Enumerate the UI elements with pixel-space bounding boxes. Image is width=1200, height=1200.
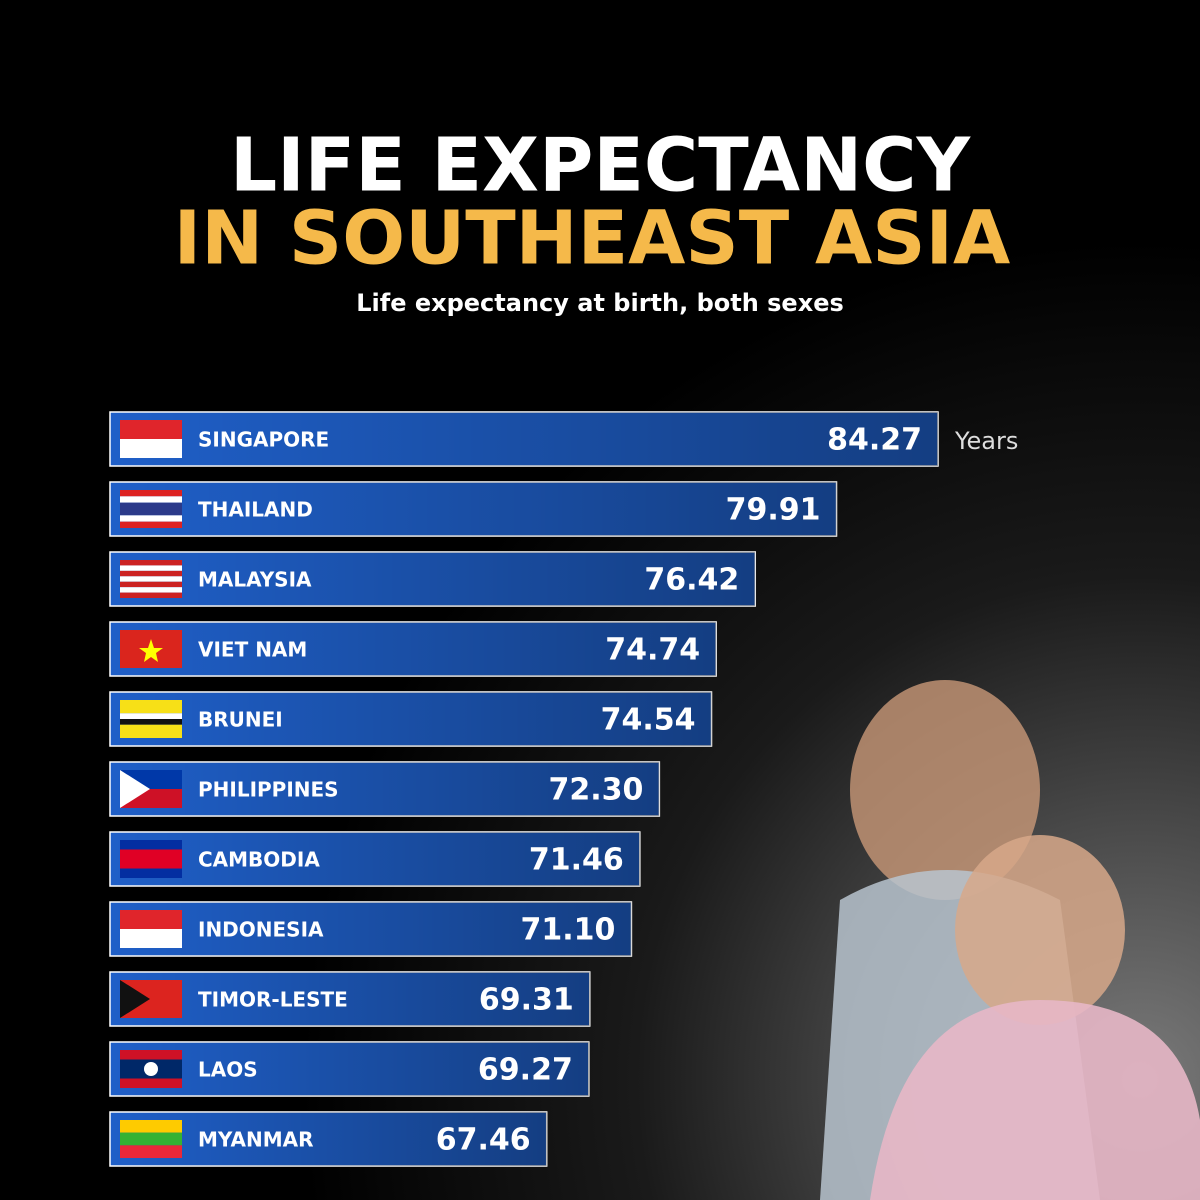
value-label: 79.91	[726, 493, 821, 528]
bar-shade	[110, 482, 837, 536]
category-label: PHILIPPINES	[198, 778, 339, 802]
flag-stripe	[120, 719, 182, 725]
unit-label: Years	[954, 427, 1018, 455]
value-label: 74.74	[605, 633, 700, 668]
category-label: TIMOR-LESTE	[198, 988, 348, 1012]
flag-stripe	[120, 1132, 182, 1146]
category-label: MYANMAR	[198, 1128, 313, 1152]
flag-stripe	[120, 490, 182, 497]
category-label: INDONESIA	[198, 918, 324, 942]
flag-circle	[144, 1062, 158, 1076]
flag-stripe	[120, 420, 182, 439]
category-label: LAOS	[198, 1058, 258, 1082]
flag-stripe	[120, 700, 182, 714]
flag-stripe	[120, 521, 182, 528]
flag-stripe	[120, 1050, 182, 1060]
flag-stripe	[120, 929, 182, 948]
bar-shade	[110, 832, 640, 886]
photo-placeholder	[820, 680, 1200, 1200]
category-label: CAMBODIA	[198, 848, 320, 872]
value-label: 69.31	[479, 983, 574, 1018]
value-label: 74.54	[601, 703, 696, 738]
bar-shade	[110, 412, 938, 466]
flag-stripe	[120, 496, 182, 503]
bar-shade	[110, 692, 712, 746]
flag-stripe	[120, 560, 182, 566]
bar-shade	[110, 622, 717, 676]
bar-shade	[110, 1112, 547, 1166]
flag-stripe	[120, 515, 182, 522]
value-label: 76.42	[644, 563, 739, 598]
title-line: LIFE EXPECTANCY	[230, 123, 971, 209]
value-label: 72.30	[548, 773, 643, 808]
flag-stripe	[120, 840, 182, 850]
flag-stripe	[120, 1078, 182, 1088]
category-label: THAILAND	[198, 498, 313, 522]
category-label: MALAYSIA	[198, 568, 312, 592]
bar-shade	[110, 552, 756, 606]
flag-stripe	[120, 439, 182, 458]
flag-stripe	[120, 849, 182, 869]
flag-stripe	[120, 592, 182, 598]
flag-stripe	[120, 570, 182, 577]
flag-stripe	[120, 910, 182, 929]
value-label: 69.27	[478, 1053, 573, 1088]
flag-stripe	[120, 581, 182, 588]
bar-shade	[110, 972, 590, 1026]
flag-star	[139, 639, 163, 662]
value-label: 67.46	[436, 1123, 531, 1158]
flag-triangle	[120, 980, 150, 1018]
value-label: 71.10	[521, 913, 616, 948]
flag-stripe	[120, 1145, 182, 1158]
title-line: IN SOUTHEAST ASIA	[174, 196, 1011, 282]
flag-triangle	[120, 770, 150, 808]
flag-stripe	[120, 713, 182, 719]
bar-shade	[110, 902, 632, 956]
category-label: VIET NAM	[198, 638, 307, 662]
value-label: 84.27	[827, 423, 922, 458]
flag-stripe	[120, 502, 182, 516]
bar-shade	[110, 1042, 589, 1096]
flag-stripe	[120, 587, 182, 593]
flag-stripe	[120, 565, 182, 571]
subtitle: Life expectancy at birth, both sexes	[356, 289, 844, 317]
flag-stripe	[120, 1120, 182, 1133]
flag-stripe	[120, 868, 182, 878]
category-label: BRUNEI	[198, 708, 283, 732]
bar-shade	[110, 762, 660, 816]
flag-stripe	[120, 576, 182, 582]
category-label: SINGAPORE	[198, 428, 329, 452]
value-label: 71.46	[529, 843, 624, 878]
flag-stripe	[120, 724, 182, 738]
